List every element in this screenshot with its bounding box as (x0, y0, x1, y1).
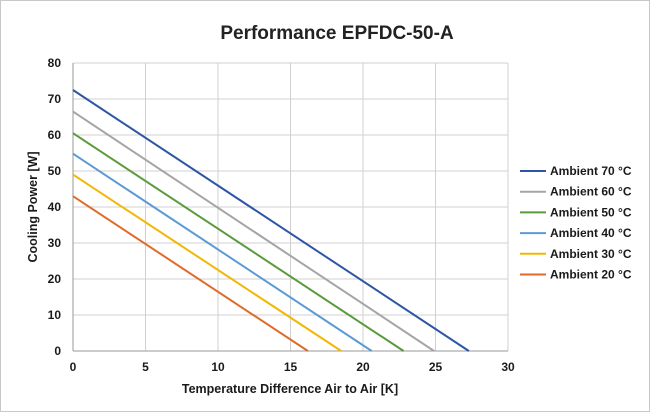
x-tick-label: 0 (70, 360, 77, 374)
series-line (72, 89, 470, 352)
series-line (72, 195, 309, 352)
x-tick-label: 15 (284, 360, 298, 374)
grid (72, 62, 509, 352)
legend-label: Ambient 30 °C (550, 247, 632, 261)
series-line (72, 132, 405, 352)
y-tick-label: 40 (48, 200, 62, 214)
y-tick-label: 0 (54, 344, 61, 358)
x-axis-label: Temperature Difference Air to Air [K] (182, 382, 398, 396)
x-tick-label: 30 (501, 360, 515, 374)
y-tick-label: 20 (48, 272, 62, 286)
series-lines (72, 89, 470, 352)
y-tick-label: 70 (48, 92, 62, 106)
y-tick-label: 10 (48, 308, 62, 322)
y-axis-label: Cooling Power [W] (26, 151, 40, 262)
series-line (72, 152, 373, 352)
series-line (72, 173, 342, 352)
axes (72, 63, 508, 352)
y-tick-labels: 0 10 20 30 40 50 60 70 80 (48, 56, 62, 358)
y-tick-label: 50 (48, 164, 62, 178)
legend-label: Ambient 60 °C (550, 185, 632, 199)
legend-label: Ambient 50 °C (550, 205, 632, 219)
x-tick-label: 10 (211, 360, 225, 374)
y-tick-label: 80 (48, 56, 62, 70)
legend-label: Ambient 20 °C (550, 268, 632, 282)
series-line (72, 110, 435, 352)
legend: Ambient 70 °C Ambient 60 °C Ambient 50 °C A… (520, 164, 632, 282)
chart-title: Performance EPFDC-50-A (220, 23, 454, 44)
legend-label: Ambient 70 °C (550, 164, 632, 178)
x-tick-labels: 0 5 10 15 20 25 30 (70, 360, 515, 374)
x-tick-label: 5 (142, 360, 149, 374)
y-tick-label: 30 (48, 236, 62, 250)
x-tick-label: 25 (429, 360, 443, 374)
y-tick-label: 60 (48, 128, 62, 142)
x-tick-label: 20 (356, 360, 370, 374)
legend-label: Ambient 40 °C (550, 226, 632, 240)
